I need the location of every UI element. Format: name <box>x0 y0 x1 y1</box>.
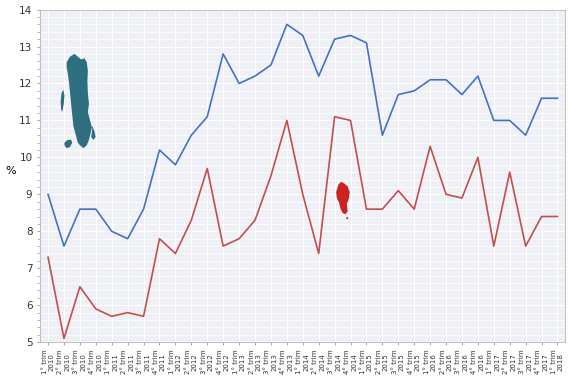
Polygon shape <box>67 54 96 148</box>
Polygon shape <box>61 90 65 112</box>
Polygon shape <box>65 140 73 148</box>
Y-axis label: %: % <box>6 166 16 176</box>
Polygon shape <box>336 182 349 214</box>
Polygon shape <box>346 217 348 219</box>
